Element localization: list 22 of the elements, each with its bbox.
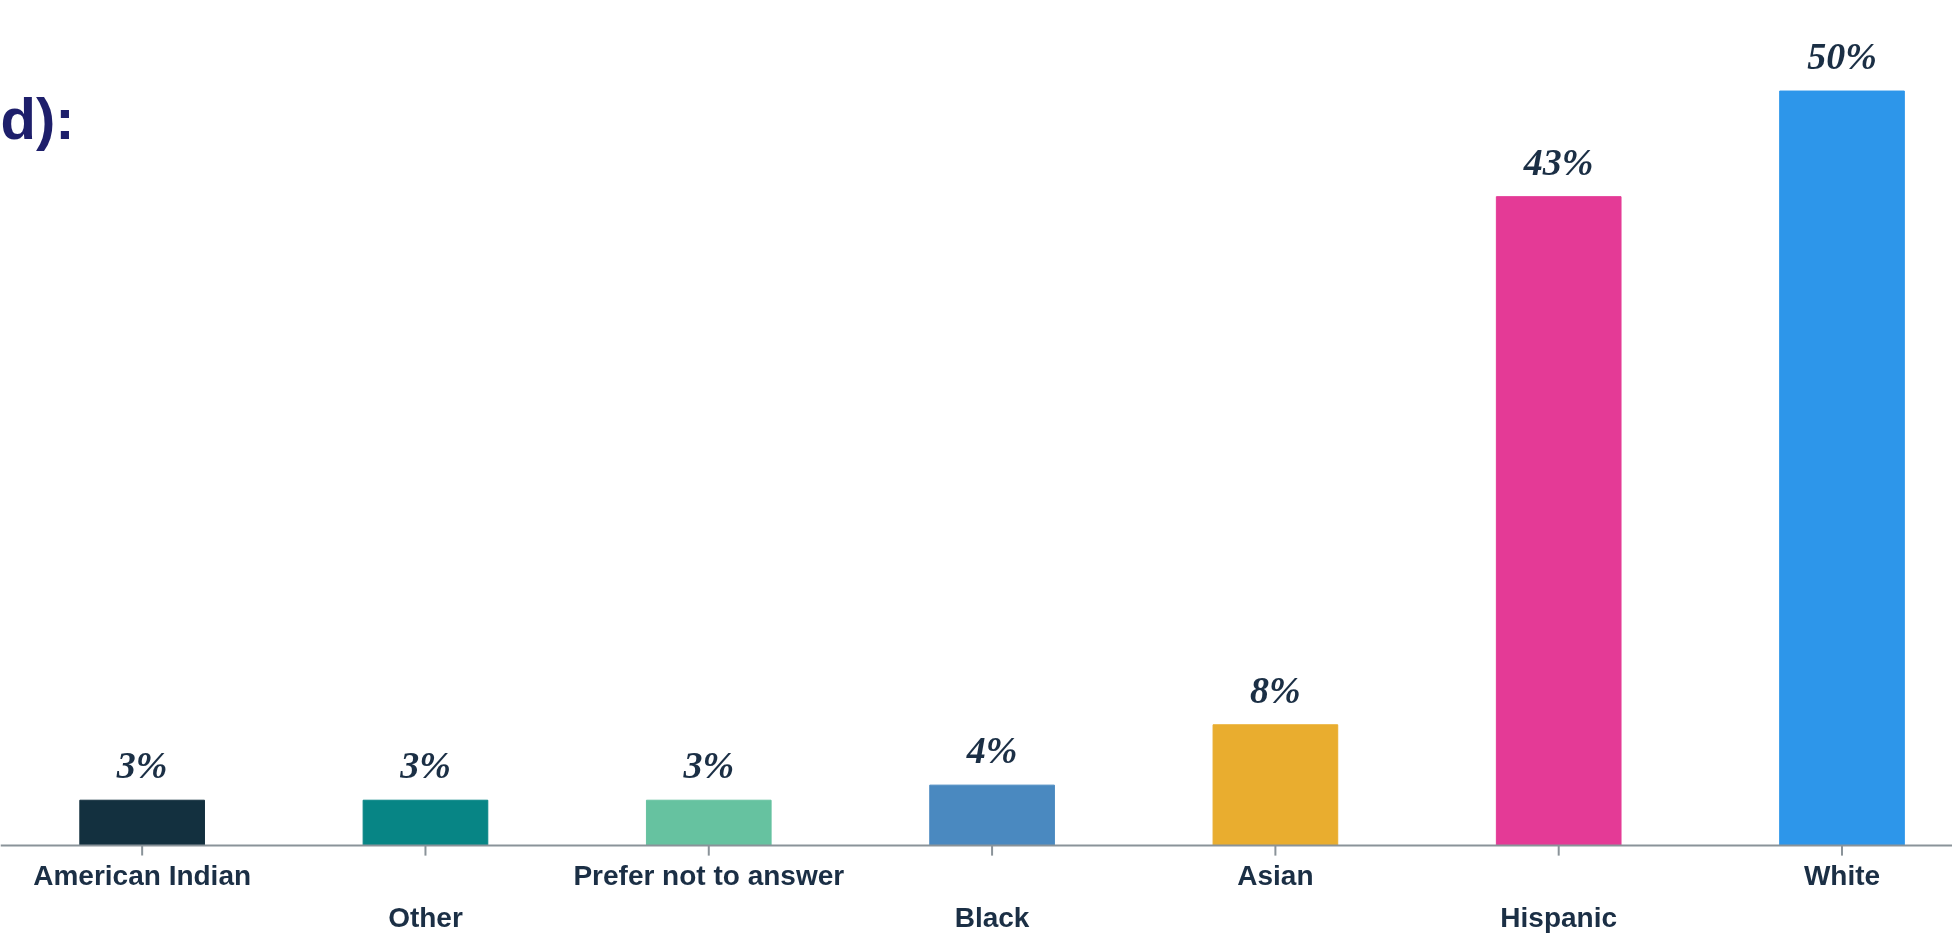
x-tick-label: White	[1803, 859, 1881, 891]
data-label: 50%	[1807, 35, 1877, 78]
bar	[1779, 90, 1905, 846]
data-label: 3%	[399, 744, 451, 787]
x-tick-label: Other	[388, 901, 463, 933]
data-label: 8%	[1250, 668, 1301, 711]
data-label: 4%	[965, 729, 1018, 772]
data-label: 3%	[115, 744, 168, 787]
text: d):	[0, 86, 75, 152]
bar	[79, 799, 205, 846]
bar	[929, 784, 1055, 846]
bar	[645, 799, 772, 846]
data-label: 43%	[1522, 140, 1594, 183]
bar	[362, 799, 489, 846]
x-tick-label: Black	[954, 901, 1030, 933]
x-tick-label: Asian	[1237, 859, 1314, 891]
bar	[1495, 196, 1622, 846]
x-tick-label: Hispanic	[1500, 901, 1618, 933]
bar	[1212, 724, 1339, 846]
x-tick-label: Prefer not to answer	[573, 859, 845, 891]
data-label: 3%	[682, 744, 735, 787]
x-tick-label: American Indian	[33, 859, 252, 891]
